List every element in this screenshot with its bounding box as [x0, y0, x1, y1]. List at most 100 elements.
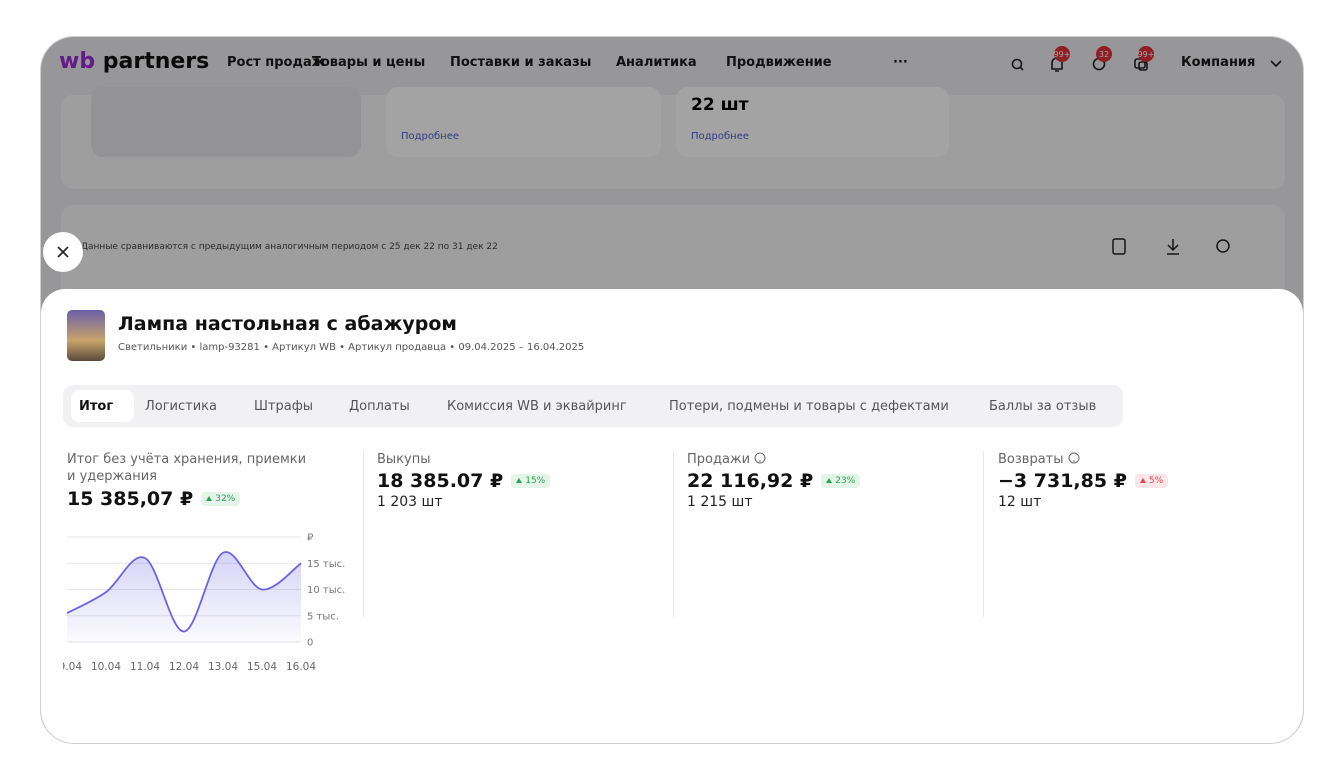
tab[interactable]: Доплаты [349, 399, 410, 414]
arrow [516, 478, 523, 483]
change-text: 23% [835, 476, 856, 486]
tab[interactable]: Штрафы [254, 399, 314, 414]
logo-mark: wb [59, 49, 96, 74]
metric: Выкупы 18 385.07 ₽ 15% 1 203 шт [377, 451, 657, 510]
tab[interactable]: Потери, подмены и товары с дефектами [669, 399, 949, 414]
value-text: 18 385.07 ₽ [377, 470, 504, 492]
info-icon[interactable] [1068, 452, 1082, 464]
y-tick-label: 5 тыс. [307, 611, 339, 622]
logo-name: partners [102, 49, 210, 74]
y-tick-label: 0 [307, 638, 313, 649]
download-icon[interactable] [1167, 239, 1179, 255]
toolbar-icons [1112, 238, 1230, 255]
metric-count: 1 215 шт [687, 494, 753, 510]
x-tick-label: 16.04 [286, 661, 316, 673]
arrow [206, 496, 213, 501]
divider [673, 451, 674, 617]
metric-value: 18 385.07 ₽ 15% [377, 470, 657, 492]
change-badge: 15% [511, 474, 551, 488]
badge: 99+ [1138, 50, 1155, 59]
area [67, 551, 301, 642]
note: Данные сравниваются с предыдущим аналоги… [81, 242, 498, 252]
change-badge: 32% [201, 492, 241, 506]
x-tick-label: 15.04 [247, 661, 277, 673]
divider [983, 451, 984, 617]
value-text: 15 385,07 ₽ [67, 488, 194, 510]
metric-value: −3 731,85 ₽ 5% [998, 470, 1278, 492]
y-tick-label: ₽ [307, 533, 314, 544]
tabs: Итог Логистика Штрафы Доплаты Комиссия WB и … [63, 385, 1123, 427]
chart: 0 5 тыс. 10 тыс. 15 тыс. ₽09.04 10.04 11.04 12.… [63, 533, 345, 674]
metric: Возвраты −3 731,85 ₽ 5% 12 шт [998, 451, 1278, 510]
nav-item[interactable]: Товары и цены [312, 55, 426, 70]
metric-label: Выкупы [377, 451, 657, 468]
chevron [1270, 60, 1282, 68]
account[interactable]: Компания [1181, 55, 1256, 70]
tab[interactable]: Логистика [145, 399, 217, 414]
tab[interactable]: Баллы за отзыв [989, 399, 1097, 414]
metric-label: Возвраты [998, 451, 1278, 468]
metric-count: 1 203 шт [377, 494, 443, 510]
nav-more[interactable]: ··· [893, 55, 908, 70]
browser-frame: wb partners Рост продаж Товары и цены Пост… [40, 36, 1304, 744]
value-text: −3 731,85 ₽ [998, 470, 1127, 492]
modal: Лампа настольная с абажуром Светильники … [41, 289, 1303, 743]
x-tick-label: 13.04 [208, 661, 238, 673]
metric-value: 15 385,07 ₽ 32% [67, 488, 317, 510]
tab[interactable]: Комиссия WB и эквайринг [447, 399, 627, 414]
active-tab-bg [71, 390, 134, 422]
value-text: 22 116,92 ₽ [687, 470, 814, 492]
card-link[interactable]: Подробнее [401, 131, 460, 142]
change-badge: 23% [821, 474, 861, 488]
line [66, 551, 302, 633]
product-thumbnail [67, 310, 105, 361]
x-tick-label: 09.04 [63, 661, 82, 673]
badge: 99+ [1054, 50, 1071, 59]
change-text: 32% [215, 494, 236, 504]
card-link[interactable]: Подробнее [691, 131, 750, 142]
product-title: Лампа настольная с абажуром [118, 313, 457, 335]
card [91, 87, 361, 157]
metric: Итог без учёта хранения, приемки и удерж… [67, 451, 317, 510]
badge-bg [1054, 46, 1070, 62]
tab[interactable]: Итог [79, 399, 114, 414]
label-text: Продажи [687, 452, 751, 467]
nav-item[interactable]: Поставки и заказы [450, 55, 592, 70]
nav-icons: 99+ 32 99+ [1011, 46, 1155, 72]
x-tick-label: 11.04 [130, 661, 160, 673]
label-text: Возвраты [998, 452, 1064, 467]
metric-value: 22 116,92 ₽ 23% [687, 470, 967, 492]
info-icon[interactable] [754, 452, 768, 464]
arrow [1139, 478, 1146, 483]
card-value: 22 шт [691, 95, 749, 115]
y-tick-label: 10 тыс. [307, 585, 345, 596]
nav-item[interactable]: Продвижение [726, 55, 832, 70]
export-icon[interactable] [1112, 238, 1126, 255]
close-button[interactable] [42, 231, 84, 273]
nav-item[interactable]: Рост продаж [227, 55, 325, 70]
product-meta: Светильники • lamp-93281 • Артикул WB • … [118, 342, 585, 353]
metric-count: 12 шт [998, 494, 1042, 510]
card: 22 шт Подробнее [676, 87, 949, 157]
y-tick-label: 15 тыс. [307, 559, 345, 570]
change-badge: 5% [1134, 474, 1169, 488]
change-text: 15% [525, 476, 546, 486]
nav-item[interactable]: Аналитика [616, 55, 697, 70]
card: Подробнее [386, 87, 661, 157]
logo[interactable]: wb partners [59, 49, 209, 74]
x-tick-label: 12.04 [169, 661, 199, 673]
settings-icon[interactable] [1216, 239, 1230, 253]
x-tick-label: 10.04 [91, 661, 121, 673]
badge-bg [1138, 46, 1154, 62]
metric: Продажи 22 116,92 ₽ 23% 1 215 шт [687, 451, 967, 510]
badge-bg [1096, 46, 1112, 62]
label-text: Итог без учёта хранения, приемки и удерж… [67, 452, 307, 484]
divider [363, 451, 364, 617]
metric-label: Итог без учёта хранения, приемки и удерж… [67, 451, 317, 485]
badge: 32 [1099, 50, 1109, 59]
metric-label: Продажи [687, 451, 967, 468]
change-text: 5% [1148, 476, 1164, 486]
label-text: Выкупы [377, 452, 431, 467]
search-icon[interactable] [1011, 58, 1024, 71]
